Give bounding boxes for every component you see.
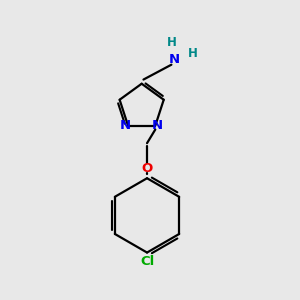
- Text: N: N: [169, 53, 180, 66]
- Text: Cl: Cl: [140, 255, 154, 268]
- Text: N: N: [120, 119, 131, 132]
- Text: N: N: [152, 119, 163, 132]
- Text: O: O: [141, 162, 153, 175]
- Text: H: H: [167, 36, 176, 49]
- Text: H: H: [188, 47, 198, 60]
